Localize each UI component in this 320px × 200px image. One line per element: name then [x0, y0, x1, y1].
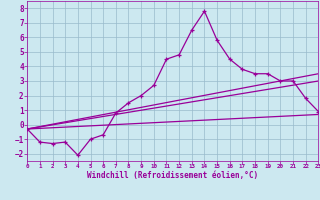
X-axis label: Windchill (Refroidissement éolien,°C): Windchill (Refroidissement éolien,°C) — [87, 171, 258, 180]
